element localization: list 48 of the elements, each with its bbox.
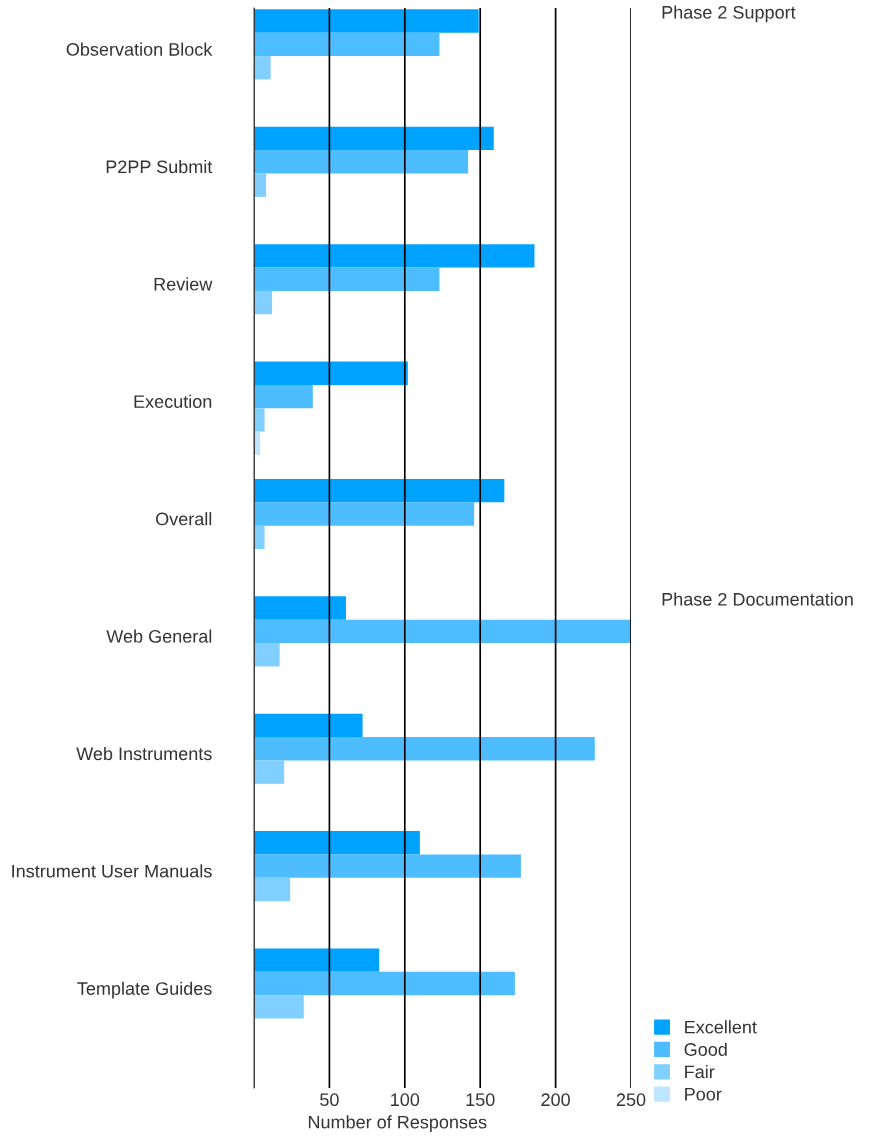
bar [254, 361, 408, 385]
bar [254, 713, 363, 738]
legend-label: Poor [685, 1087, 722, 1101]
bar [254, 244, 535, 268]
bar [254, 854, 521, 878]
y-tick-label: P2PP Submit [106, 159, 213, 174]
bar [254, 596, 346, 620]
bar [254, 126, 494, 151]
y-tick-label: Observation Block [66, 42, 213, 56]
y-tick-label: Overall [156, 512, 212, 526]
bar [254, 525, 265, 550]
y-tick-label: Execution [134, 394, 212, 408]
bar [254, 32, 440, 57]
bar [254, 56, 271, 80]
bar [254, 478, 505, 503]
bar [254, 971, 515, 996]
bar [254, 384, 313, 409]
bar [254, 150, 469, 174]
x-tick-label: 100 [391, 1093, 420, 1107]
x-tick-label: 150 [466, 1093, 495, 1107]
bar [254, 643, 280, 667]
y-tick-label: Web General [106, 629, 212, 643]
bar [254, 877, 291, 902]
y-tick-label: Review [154, 277, 213, 291]
legend-label: Good [684, 1042, 727, 1056]
bar [254, 737, 595, 761]
bar [254, 502, 475, 526]
bar [254, 173, 267, 197]
bar [254, 290, 273, 315]
bar [254, 948, 380, 972]
text: Phase 2 Documentation [662, 592, 853, 606]
text: Phase 2 Support [662, 5, 796, 23]
bar [254, 9, 479, 33]
y-tick-label: Template Guides [77, 981, 212, 999]
legend-label: Excellent [685, 1020, 757, 1034]
y-tick-label: Web Instruments [76, 746, 212, 761]
x-tick-label: 200 [541, 1093, 570, 1107]
x-tick-label: 250 [616, 1093, 646, 1107]
bar [254, 267, 440, 291]
bar [254, 995, 304, 1019]
x-tick-label: 50 [320, 1093, 339, 1107]
bar [254, 408, 265, 432]
x-axis-title: Number of Responses [308, 1115, 487, 1133]
bar [254, 619, 631, 644]
legend-label: Fair [685, 1064, 715, 1079]
y-tick-label: Instrument User Manuals [12, 864, 212, 878]
bar [254, 831, 420, 855]
bar [254, 760, 285, 784]
